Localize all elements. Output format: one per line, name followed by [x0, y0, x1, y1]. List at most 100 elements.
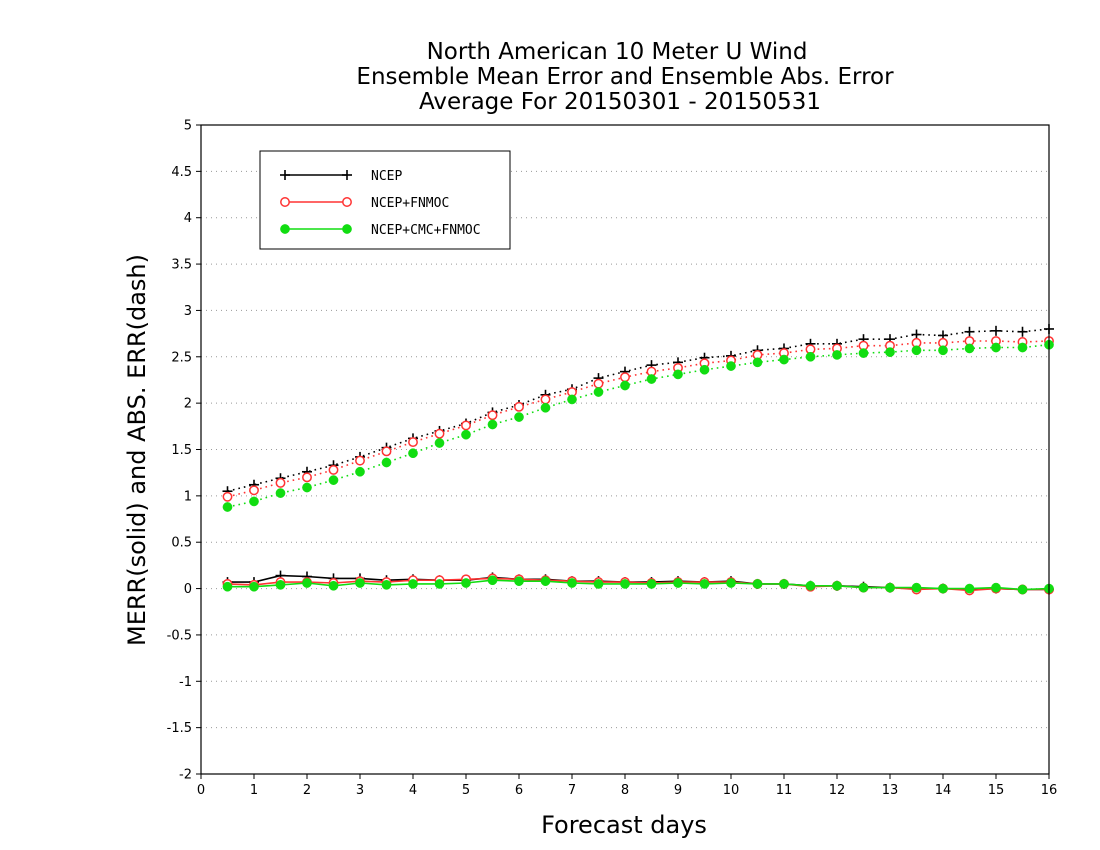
filled-circle-marker: [911, 345, 922, 356]
legend-label: NCEP: [371, 169, 402, 184]
plus-marker: [911, 329, 922, 340]
x-tick-label: 14: [935, 783, 952, 798]
filled-circle-marker: [858, 348, 869, 358]
x-tick-label: 7: [568, 783, 576, 798]
filled-circle-marker: [355, 466, 365, 477]
open-circle-marker: [342, 197, 352, 207]
y-tick-label: 0.5: [171, 536, 192, 551]
y-tick-label: 5: [184, 119, 192, 134]
legend-item-ncep: NCEP: [280, 169, 402, 184]
y-tick-label: 4.5: [171, 165, 192, 180]
filled-circle-marker: [328, 475, 339, 485]
series-ncep-cmc-fnmoc-abs-err: [222, 339, 1054, 512]
legend: NCEP NCEP+FNMOC NCEP+CMC+FNMOC: [259, 150, 511, 250]
filled-circle-marker: [832, 350, 842, 360]
y-tick-label: 2: [184, 397, 192, 412]
filled-circle-marker: [302, 578, 312, 588]
filled-circle-marker: [805, 580, 816, 591]
filled-circle-marker: [342, 224, 352, 234]
filled-circle-marker: [434, 438, 445, 448]
legend-item-ncep-cmc-fnmoc: NCEP+CMC+FNMOC: [280, 223, 481, 238]
filled-circle-marker: [355, 578, 365, 588]
filled-circle-marker: [487, 575, 498, 586]
filled-circle-marker: [699, 364, 710, 375]
series-ncep-cmc-fnmoc-merr: [222, 575, 1054, 595]
legend-item-ncep-fnmoc: NCEP+FNMOC: [280, 196, 449, 211]
y-tick-label: -2: [179, 768, 192, 783]
chart-title-line-1: North American 10 Meter U Wind: [427, 39, 808, 65]
plus-marker: [964, 326, 975, 337]
x-tick-label: 1: [250, 783, 258, 798]
filled-circle-marker: [646, 579, 657, 589]
plus-marker: [280, 170, 290, 180]
y-tick-label: 3.5: [171, 258, 192, 273]
plus-marker: [1017, 326, 1028, 337]
y-tick-label: -0.5: [167, 628, 192, 643]
y-axis-label: MERR(solid) and ABS. ERR(dash): [123, 254, 151, 646]
x-tick-label: 15: [988, 783, 1005, 798]
y-tick-label: -1: [179, 675, 192, 690]
x-tick-label: 10: [723, 783, 740, 798]
filled-circle-marker: [726, 361, 736, 371]
x-tick-label: 3: [356, 783, 364, 798]
open-circle-marker: [280, 197, 290, 207]
y-tick-label: 1: [184, 489, 192, 504]
x-tick-label: 13: [882, 783, 899, 798]
open-circle-marker: [355, 455, 365, 466]
filled-circle-marker: [673, 369, 683, 380]
filled-circle-marker: [487, 419, 498, 430]
open-circle-marker: [249, 485, 259, 496]
filled-circle-marker: [699, 579, 710, 589]
open-circle-marker: [408, 437, 418, 448]
x-tick-label: 9: [674, 783, 682, 798]
open-circle-marker: [328, 464, 339, 475]
axis-ticks: -2-1.5-1-0.500.511.522.533.544.550 1 2 3 4 5 6…: [167, 119, 1058, 799]
chart-title-line-3: Average For 20150301 - 20150531: [419, 89, 821, 115]
filled-circle-marker: [1017, 342, 1028, 353]
filled-circle-marker: [964, 343, 975, 354]
filled-circle-marker: [964, 583, 975, 594]
x-tick-label: 11: [776, 783, 793, 798]
filled-circle-marker: [302, 482, 312, 493]
filled-circle-marker: [991, 342, 1001, 353]
filled-circle-marker: [752, 357, 763, 368]
filled-circle-marker: [567, 394, 577, 405]
filled-circle-marker: [328, 580, 339, 591]
filled-circle-marker: [381, 457, 392, 468]
plus-marker: [991, 325, 1001, 336]
filled-circle-marker: [646, 374, 657, 384]
filled-circle-marker: [938, 583, 948, 594]
filled-circle-marker: [885, 347, 895, 357]
x-tick-label: 5: [462, 783, 470, 798]
filled-circle-marker: [249, 496, 259, 507]
filled-circle-marker: [752, 579, 763, 589]
filled-circle-marker: [540, 576, 551, 587]
filled-circle-marker: [275, 488, 286, 498]
filled-circle-marker: [249, 581, 259, 592]
x-tick-label: 12: [829, 783, 846, 798]
x-tick-label: 8: [621, 783, 629, 798]
filled-circle-marker: [461, 429, 471, 440]
filled-circle-marker: [779, 579, 789, 589]
filled-circle-marker: [991, 582, 1001, 593]
open-circle-marker: [461, 420, 471, 431]
open-circle-marker: [381, 446, 392, 457]
filled-circle-marker: [408, 579, 418, 589]
x-tick-label: 16: [1041, 783, 1058, 798]
filled-circle-marker: [408, 448, 418, 459]
y-tick-label: 3: [184, 304, 192, 319]
filled-circle-marker: [222, 502, 233, 512]
legend-label: NCEP+CMC+FNMOC: [371, 223, 481, 238]
open-circle-marker: [302, 472, 312, 483]
x-tick-label: 2: [303, 783, 311, 798]
open-circle-marker: [487, 410, 498, 421]
filled-circle-marker: [434, 579, 445, 589]
open-circle-marker: [275, 477, 286, 488]
filled-circle-marker: [275, 580, 286, 590]
filled-circle-marker: [673, 578, 683, 588]
filled-circle-marker: [280, 224, 290, 234]
filled-circle-marker: [593, 579, 604, 589]
x-tick-label: 6: [515, 783, 523, 798]
filled-circle-marker: [885, 582, 895, 593]
open-circle-marker: [434, 428, 445, 439]
